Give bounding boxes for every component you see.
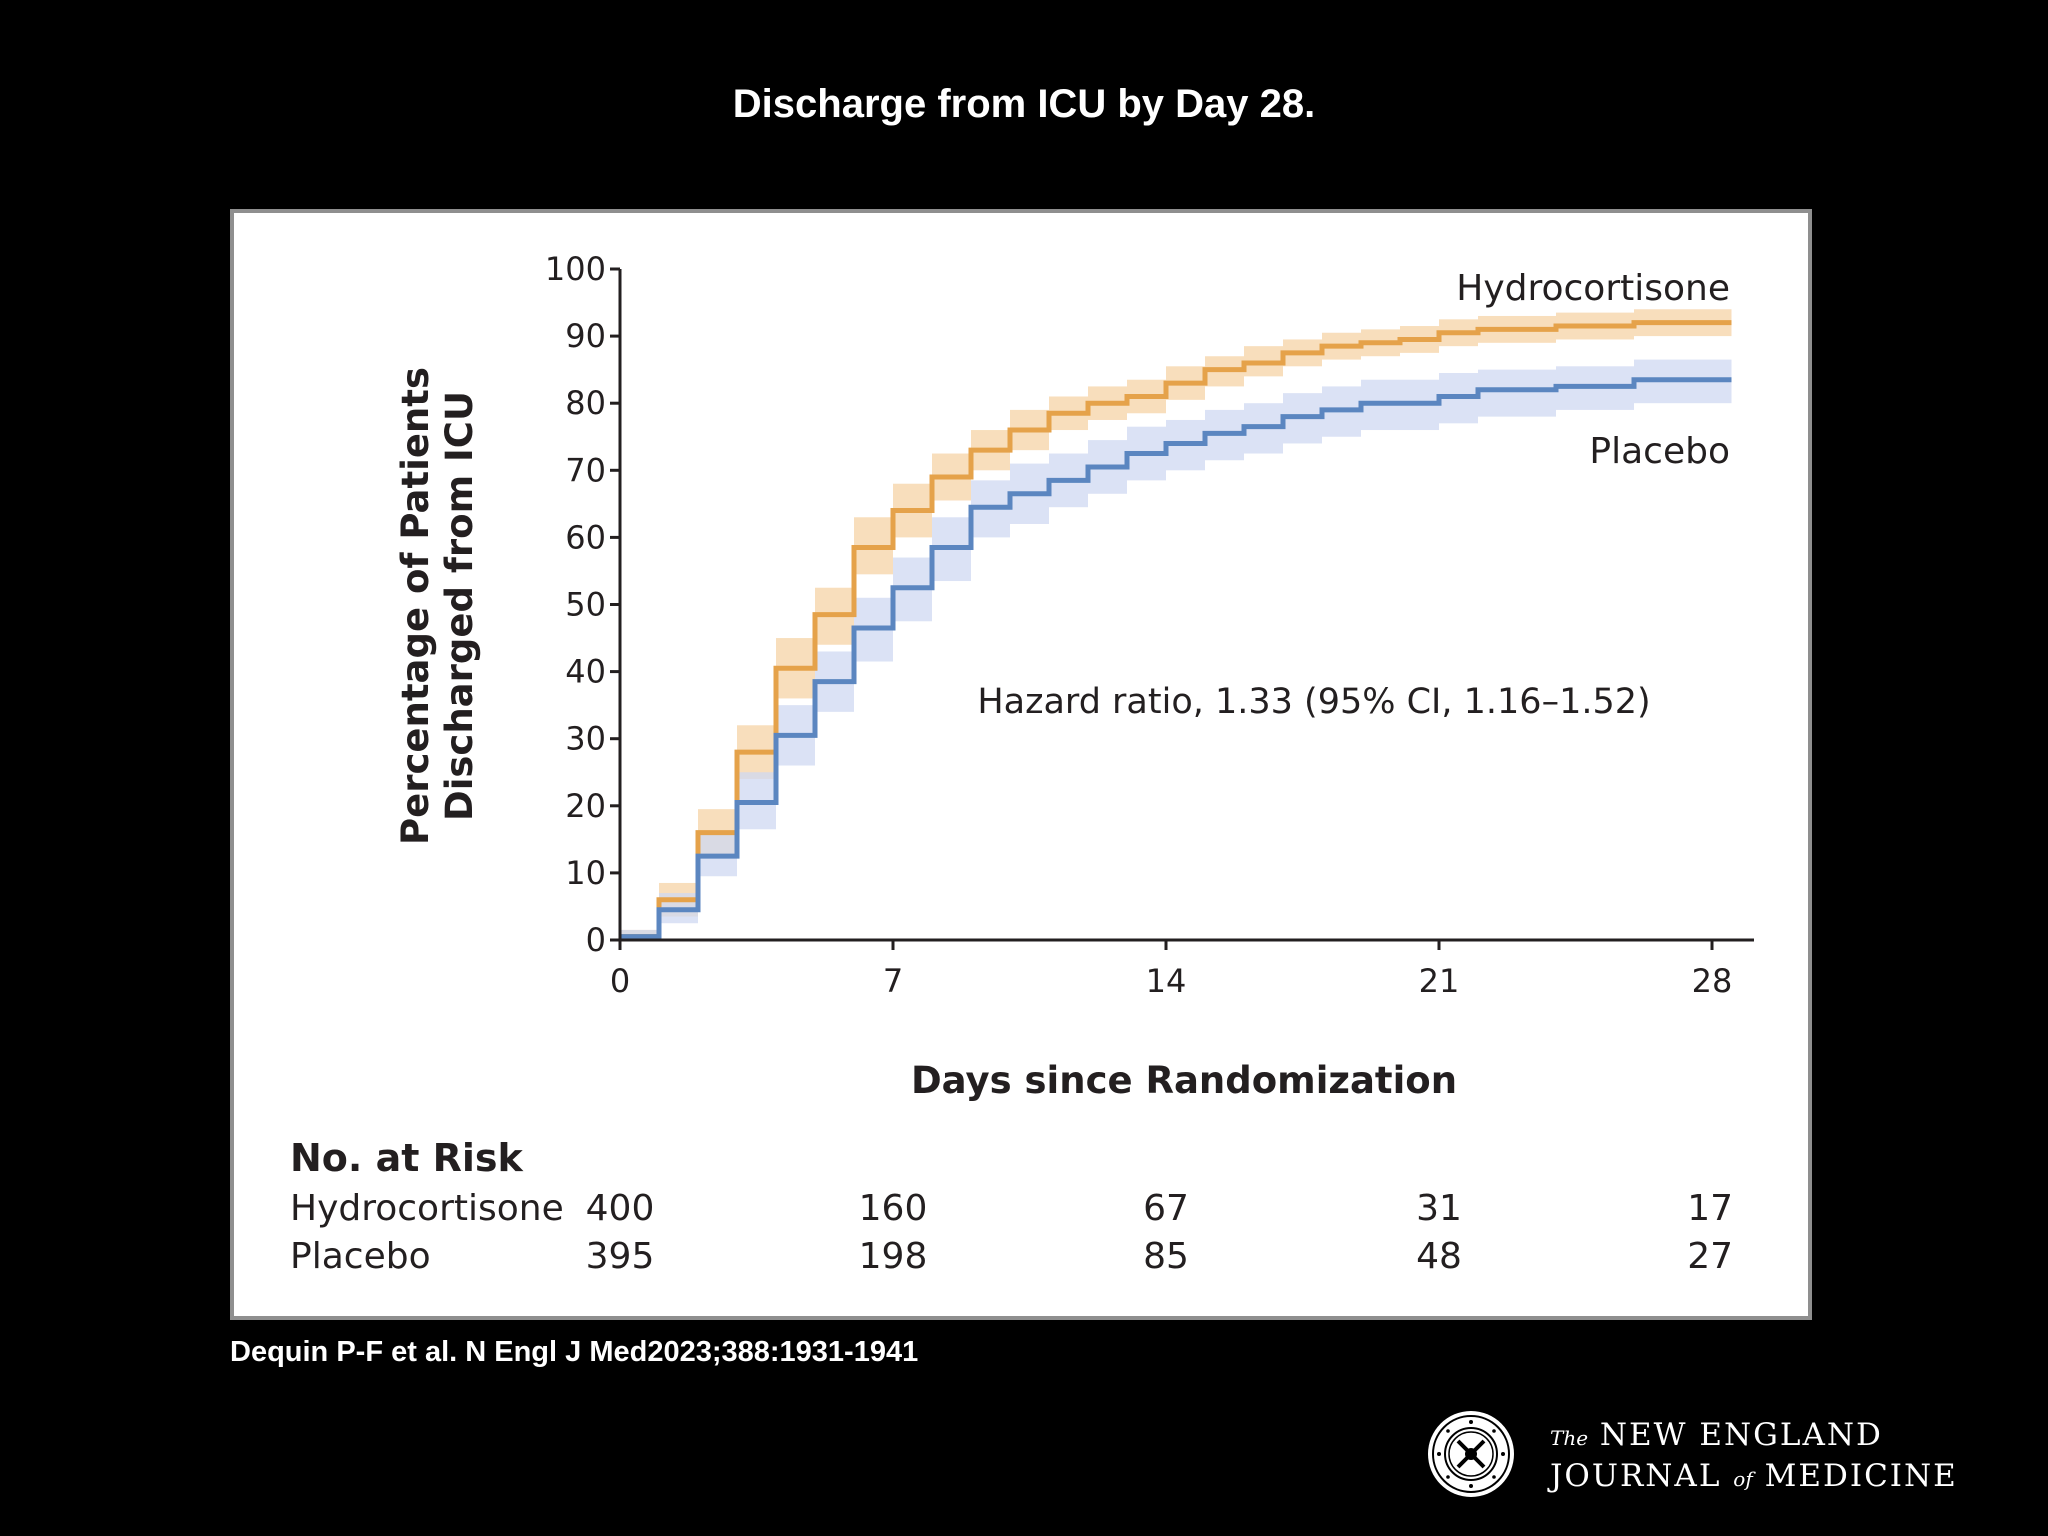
publisher-logo: The NEW ENGLAND JOURNAL of MEDICINE — [1426, 1406, 1986, 1506]
hazard-ratio-annotation: Hazard ratio, 1.33 (95% CI, 1.16–1.52) — [977, 682, 1650, 722]
y-tick-label: 30 — [565, 720, 606, 758]
axes: 0 10 20 30 40 50 60 70 80 90 100 0 7 14 21 28 — [545, 250, 1754, 1000]
series-label-hydrocortisone: Hydrocortisone — [1456, 268, 1730, 309]
km-curves — [620, 320, 1732, 940]
y-tick-label: 80 — [565, 384, 606, 422]
risk-cell: 31 — [1416, 1188, 1462, 1229]
y-axis-title: Percentage of Patients Discharged from IC… — [394, 367, 481, 845]
risk-cell: 17 — [1687, 1188, 1733, 1229]
risk-cell: 48 — [1416, 1236, 1462, 1277]
journal-name: The NEW ENGLAND JOURNAL of MEDICINE — [1550, 1417, 1958, 1494]
chart-labels: Days since Randomization Percentage of Pa… — [394, 268, 1730, 1102]
y-tick-label: 20 — [565, 787, 606, 825]
risk-cell: 400 — [586, 1188, 655, 1229]
risk-table-title: No. at Risk — [290, 1136, 524, 1180]
y-tick-label: 70 — [565, 451, 606, 489]
y-tick-label: 60 — [565, 518, 606, 556]
figure-panel: 0 10 20 30 40 50 60 70 80 90 100 0 7 14 21 28 Days sinc… — [230, 209, 1812, 1320]
x-axis-title: Days since Randomization — [911, 1059, 1457, 1102]
hydrocortisone-curve — [620, 320, 1732, 940]
x-tick-label: 7 — [883, 962, 903, 1000]
risk-cell: 395 — [586, 1236, 655, 1277]
y-tick-label: 10 — [565, 854, 606, 892]
x-tick-label: 14 — [1146, 962, 1187, 1000]
series-label-placebo: Placebo — [1589, 431, 1730, 472]
slide-title: Discharge from ICU by Day 28. — [732, 82, 1316, 126]
risk-cell: 27 — [1687, 1236, 1733, 1277]
risk-row-label: Placebo — [290, 1236, 431, 1277]
y-tick-label: 0 — [586, 921, 606, 959]
citation: Dequin P-F et al. N Engl J Med2023;388:1… — [230, 1336, 919, 1368]
ci-bands — [620, 309, 1732, 940]
x-tick-label: 28 — [1692, 962, 1733, 1000]
km-chart: 0 10 20 30 40 50 60 70 80 90 100 0 7 14 21 28 Days sinc… — [290, 250, 1754, 1277]
risk-row-label: Hydrocortisone — [290, 1188, 564, 1229]
placebo-ci-band — [1478, 369, 1556, 417]
placebo-curve — [620, 377, 1732, 940]
x-tick-label: 21 — [1419, 962, 1460, 1000]
risk-cell: 85 — [1143, 1236, 1189, 1277]
nejm-seal-icon — [1428, 1411, 1514, 1497]
y-tick-label: 50 — [565, 586, 606, 624]
risk-cell: 67 — [1143, 1188, 1189, 1229]
risk-cell: 160 — [859, 1188, 928, 1229]
risk-table: No. at Risk Hydrocortisone 400 160 67 31 17 Pla… — [290, 1136, 1733, 1277]
y-axis-title-line2: Discharged from ICU — [438, 391, 481, 821]
y-tick-label: 90 — [565, 317, 606, 355]
x-tick-label: 0 — [610, 962, 630, 1000]
risk-cell: 198 — [859, 1236, 928, 1277]
y-axis-title-line1: Percentage of Patients — [394, 367, 437, 845]
y-tick-label: 100 — [545, 250, 606, 288]
y-tick-label: 40 — [565, 653, 606, 691]
